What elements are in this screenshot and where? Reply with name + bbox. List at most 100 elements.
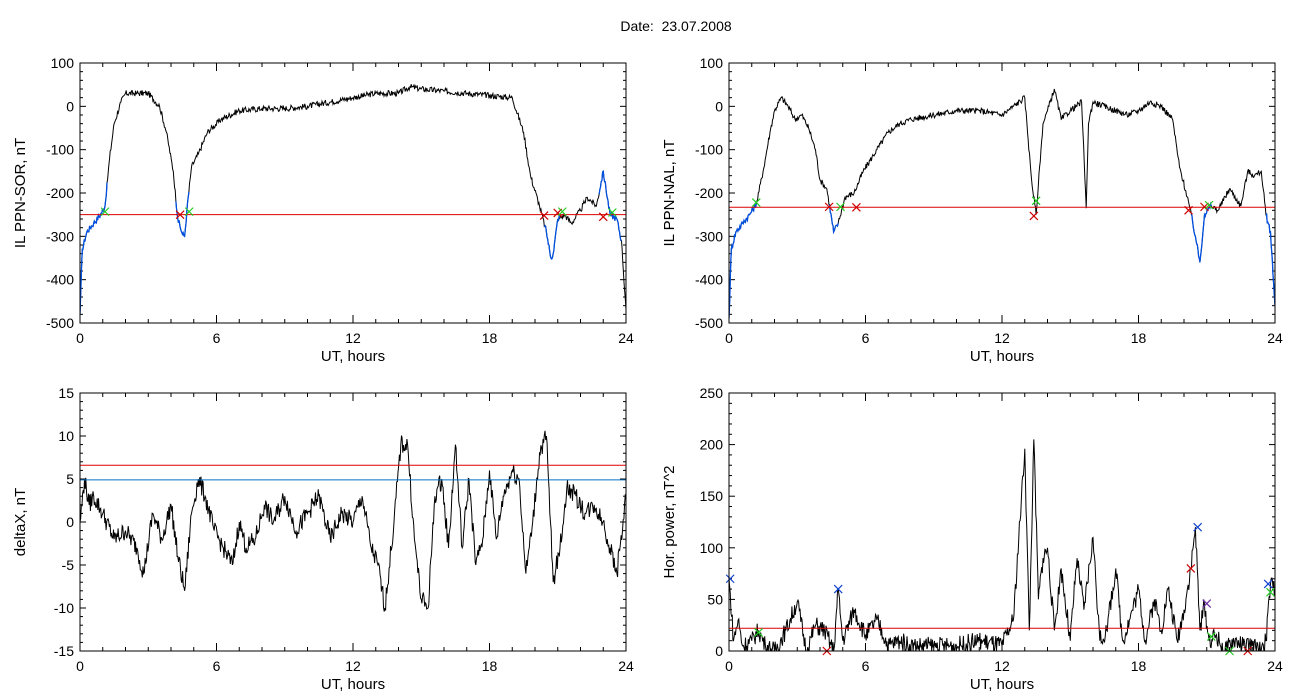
y-tick-label: 15 — [58, 385, 74, 401]
event-marker — [833, 584, 843, 594]
event-marker — [725, 574, 735, 584]
x-axis-label: UT, hours — [970, 348, 1034, 365]
y-tick-label: 100 — [700, 540, 724, 556]
highlight-segment — [175, 192, 190, 238]
data-line-il-ppn-nal — [729, 88, 1275, 319]
x-tick-label: 6 — [213, 330, 221, 346]
plot-area — [80, 430, 626, 612]
event-marker — [1029, 211, 1039, 221]
x-tick-label: 18 — [482, 330, 498, 346]
plot-frame — [728, 62, 1276, 324]
x-tick-label: 0 — [76, 658, 84, 674]
event-marker — [1184, 205, 1193, 215]
plot-frame — [728, 392, 1276, 652]
y-tick-label: 0 — [715, 98, 723, 114]
highlight-segment — [828, 204, 839, 235]
event-marker — [751, 198, 761, 207]
x-tick-label: 12 — [994, 658, 1010, 674]
y-tick-label: -200 — [46, 185, 74, 201]
event-marker — [851, 202, 861, 212]
y-tick-label: -400 — [695, 272, 723, 288]
y-axis-label: IL PPN-NAL, nT — [661, 140, 678, 247]
x-tick-label: 6 — [862, 658, 870, 674]
plot-area — [729, 88, 1275, 319]
figure-title: Date: 23.07.2008 — [620, 18, 732, 34]
y-tick-label: -300 — [695, 228, 723, 244]
event-marker — [1202, 599, 1212, 608]
event-marker — [754, 627, 763, 637]
event-marker — [824, 202, 834, 212]
x-tick-label: 0 — [76, 330, 84, 346]
y-tick-label: 150 — [700, 488, 724, 504]
event-marker — [539, 211, 549, 220]
y-tick-label: -300 — [46, 228, 74, 244]
highlight-segment — [543, 213, 561, 261]
panel-il-ppn-nal: -500 -400 -300 -200 -100 0 100 0 6 12 18 24 UT, hour… — [661, 55, 1283, 365]
event-marker — [1204, 200, 1214, 210]
highlight-segment — [1190, 201, 1212, 263]
x-tick-label: 18 — [1131, 330, 1147, 346]
event-marker — [836, 202, 845, 212]
y-tick-label: 100 — [51, 55, 75, 71]
y-tick-label: -500 — [46, 315, 74, 331]
y-tick-label: 5 — [66, 471, 74, 487]
x-tick-label: 24 — [618, 330, 634, 346]
y-tick-label: -15 — [54, 643, 74, 659]
event-marker — [100, 207, 110, 217]
panel-il-ppn-sor: -500 -400 -300 -200 -100 0 100 0 6 12 18 24 UT, hour… — [12, 55, 634, 365]
y-tick-label: -100 — [695, 142, 723, 158]
x-tick-label: 24 — [1267, 658, 1283, 674]
event-marker — [557, 207, 567, 217]
x-tick-label: 6 — [213, 658, 221, 674]
data-line-deltax — [80, 430, 626, 612]
panel-hor-power: 0 50 100 150 200 250 0 6 12 18 24 UT, hours Hor. pow… — [661, 385, 1283, 693]
event-marker — [1200, 202, 1209, 212]
y-tick-label: 0 — [66, 98, 74, 114]
highlight-segment — [729, 202, 757, 319]
event-marker — [598, 212, 608, 222]
event-marker — [1186, 564, 1196, 573]
y-tick-label: 100 — [700, 55, 724, 71]
x-axis-label: UT, hours — [321, 676, 385, 693]
event-marker — [1263, 579, 1273, 589]
y-tick-label: 200 — [700, 437, 724, 453]
panel-deltax: -15 -10 -5 0 5 10 15 0 6 12 18 24 UT, hours deltaX, n… — [12, 385, 634, 693]
y-tick-label: -5 — [62, 557, 75, 573]
y-tick-label: 0 — [715, 643, 723, 659]
highlight-segment — [80, 182, 108, 315]
y-axis-label: Hor. power, nT^2 — [661, 466, 678, 579]
event-marker — [1193, 522, 1203, 532]
y-axis-label: IL PPN-SOR, nT — [12, 138, 29, 248]
plot-area — [80, 83, 626, 315]
event-marker — [184, 207, 194, 217]
x-axis-label: UT, hours — [970, 676, 1034, 693]
y-tick-label: -400 — [46, 272, 74, 288]
highlight-segment — [1265, 212, 1275, 306]
x-tick-label: 0 — [725, 330, 733, 346]
event-marker — [607, 208, 617, 217]
x-tick-label: 18 — [482, 658, 498, 674]
y-tick-label: 250 — [700, 385, 724, 401]
x-tick-label: 24 — [618, 658, 634, 674]
y-tick-label: 50 — [707, 591, 723, 607]
highlight-segment — [598, 169, 622, 242]
y-tick-label: -500 — [695, 315, 723, 331]
event-marker — [1031, 196, 1041, 206]
y-tick-label: -200 — [695, 185, 723, 201]
plot-frame — [79, 392, 627, 652]
x-axis-label: UT, hours — [321, 348, 385, 365]
y-tick-label: 0 — [66, 514, 74, 530]
x-tick-label: 6 — [862, 330, 870, 346]
plot-frame — [79, 62, 627, 324]
data-line-il-ppn-sor — [80, 83, 626, 315]
data-line-hor-power — [729, 439, 1275, 651]
y-axis-label: deltaX, nT — [12, 488, 29, 556]
y-tick-label: -10 — [54, 600, 74, 616]
event-marker — [175, 210, 185, 220]
x-tick-label: 0 — [725, 658, 733, 674]
x-tick-label: 12 — [345, 330, 361, 346]
x-tick-label: 12 — [345, 658, 361, 674]
plot-area — [729, 439, 1275, 651]
y-tick-label: 10 — [58, 428, 74, 444]
